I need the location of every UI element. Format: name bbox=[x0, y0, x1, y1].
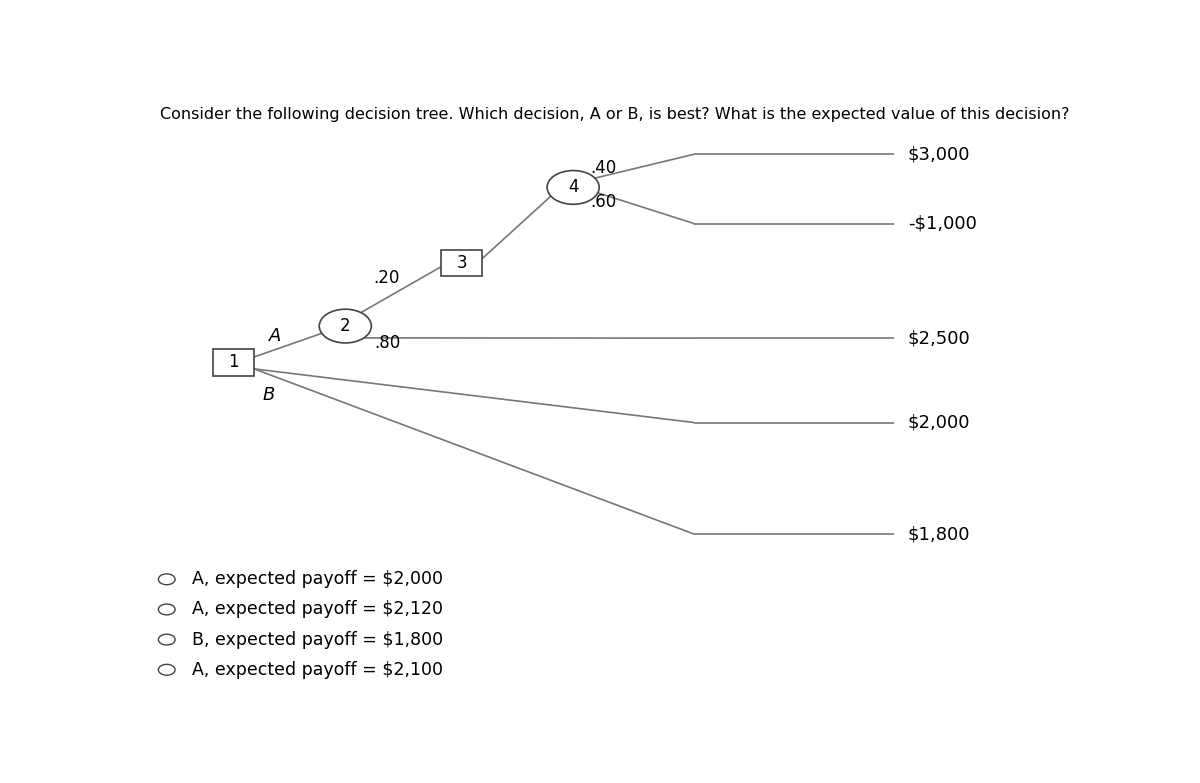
Text: .80: .80 bbox=[374, 334, 401, 352]
Text: A, expected payoff = $2,100: A, expected payoff = $2,100 bbox=[192, 661, 443, 679]
Text: $2,500: $2,500 bbox=[908, 329, 971, 347]
Text: Consider the following decision tree. Which decision, A or B, is best? What is t: Consider the following decision tree. Wh… bbox=[161, 107, 1069, 122]
Text: $2,000: $2,000 bbox=[908, 413, 971, 431]
Text: A, expected payoff = $2,000: A, expected payoff = $2,000 bbox=[192, 570, 443, 588]
Text: B, expected payoff = $1,800: B, expected payoff = $1,800 bbox=[192, 630, 443, 648]
Text: 3: 3 bbox=[456, 254, 467, 272]
Circle shape bbox=[319, 309, 371, 343]
Circle shape bbox=[158, 664, 175, 675]
Text: .20: .20 bbox=[373, 269, 400, 287]
Text: 1: 1 bbox=[228, 353, 239, 371]
Text: 4: 4 bbox=[568, 179, 578, 197]
Text: A, expected payoff = $2,120: A, expected payoff = $2,120 bbox=[192, 601, 443, 619]
Text: -$1,000: -$1,000 bbox=[908, 215, 977, 233]
Text: .40: .40 bbox=[589, 158, 616, 176]
Circle shape bbox=[158, 574, 175, 585]
FancyBboxPatch shape bbox=[442, 250, 482, 276]
FancyBboxPatch shape bbox=[214, 349, 254, 376]
Text: A: A bbox=[269, 327, 282, 345]
Circle shape bbox=[547, 171, 599, 204]
Text: 2: 2 bbox=[340, 317, 350, 335]
Text: $1,800: $1,800 bbox=[908, 525, 971, 543]
Text: B: B bbox=[263, 387, 275, 404]
Circle shape bbox=[158, 634, 175, 645]
Text: .60: .60 bbox=[589, 193, 616, 211]
Text: $3,000: $3,000 bbox=[908, 146, 971, 163]
Circle shape bbox=[158, 604, 175, 615]
